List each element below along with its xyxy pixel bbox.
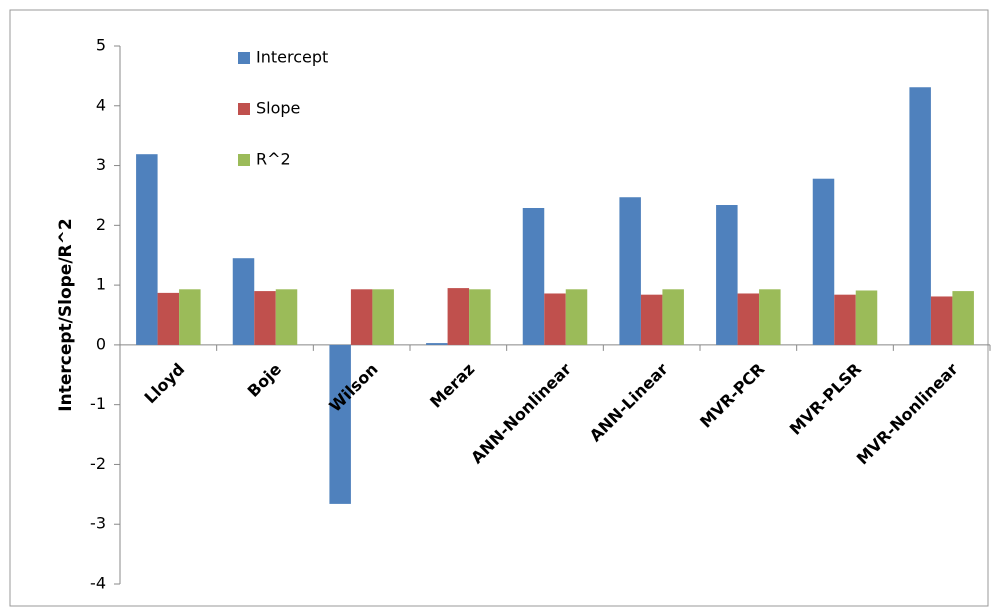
bar — [136, 154, 158, 345]
bar — [275, 289, 298, 345]
bar — [640, 294, 663, 345]
legend-swatch — [238, 154, 250, 166]
bar — [619, 197, 641, 345]
bar — [232, 258, 255, 345]
legend-label: Slope — [256, 99, 300, 118]
bar — [544, 293, 566, 345]
bar — [426, 343, 448, 345]
bar — [179, 289, 201, 345]
bar — [737, 293, 760, 345]
y-tick-label: -2 — [90, 454, 106, 473]
bar — [812, 178, 835, 345]
y-tick-label: 2 — [96, 215, 106, 234]
y-axis-label: Intercept/Slope/R^2 — [56, 218, 76, 411]
bar — [447, 288, 470, 345]
y-tick-label: 0 — [96, 334, 106, 353]
bar — [350, 289, 373, 345]
bar — [254, 291, 276, 345]
legend-label: Intercept — [256, 48, 328, 67]
bar — [469, 289, 491, 345]
bar — [329, 344, 351, 504]
bar — [522, 207, 545, 345]
legend-label: R^2 — [256, 150, 291, 169]
bar — [909, 87, 931, 345]
y-tick-label: -4 — [90, 574, 106, 593]
bar — [157, 292, 180, 345]
y-tick-label: 4 — [96, 95, 106, 114]
bar — [930, 296, 953, 345]
y-tick-label: 1 — [96, 275, 106, 294]
bar — [855, 290, 878, 345]
bar — [759, 289, 781, 345]
y-tick-label: -1 — [90, 394, 106, 413]
y-tick-label: -3 — [90, 514, 106, 533]
y-tick-label: 3 — [96, 155, 106, 174]
bar — [716, 205, 738, 345]
y-tick-label: 5 — [96, 36, 106, 55]
bar — [372, 289, 394, 345]
legend-swatch — [238, 103, 250, 115]
bar — [952, 291, 974, 345]
bar — [834, 294, 856, 345]
bar — [662, 289, 684, 345]
bar — [565, 289, 588, 345]
legend-swatch — [238, 52, 250, 64]
